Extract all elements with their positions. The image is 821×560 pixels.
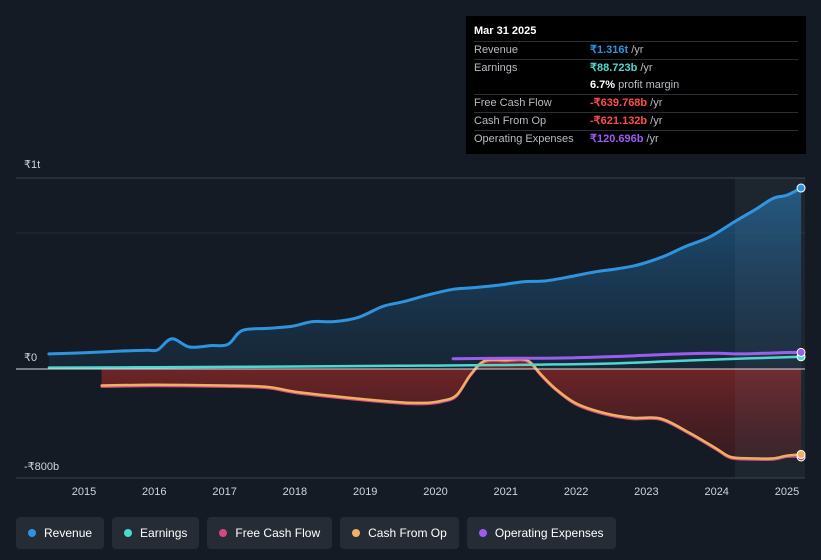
tooltip-row: Cash From Op -₹621.132b/yr bbox=[474, 112, 798, 130]
tooltip-row-label: Operating Expenses bbox=[474, 133, 574, 145]
tooltip-row-unit: /yr bbox=[650, 115, 663, 127]
x-tick-label: 2021 bbox=[494, 486, 518, 498]
chart-area: ₹1t ₹0 -₹800b 2015 2016 2017 2018 2019 2020 2021… bbox=[16, 159, 806, 498]
x-tick-label: 2016 bbox=[142, 486, 166, 498]
legend-item-earnings[interactable]: Earnings bbox=[112, 517, 200, 549]
tooltip-row-unit: /yr bbox=[631, 44, 644, 56]
tooltip-date: Mar 31 2025 bbox=[474, 25, 537, 37]
x-tick-label: 2015 bbox=[72, 486, 96, 498]
x-tick-label: 2025 bbox=[775, 486, 799, 498]
x-tick-label: 2019 bbox=[353, 486, 377, 498]
tooltip-row-label: Revenue bbox=[474, 44, 519, 56]
x-tick-label: 2024 bbox=[704, 486, 728, 498]
legend-dot-icon bbox=[28, 529, 36, 537]
free-cash-flow-area bbox=[101, 360, 802, 461]
tooltip-row: Earnings ₹88.723b/yr bbox=[474, 59, 798, 77]
x-tick-label: 2017 bbox=[212, 486, 236, 498]
operating-expenses-end-marker[interactable] bbox=[796, 347, 806, 357]
legend-item-revenue[interactable]: Revenue bbox=[16, 517, 105, 549]
tooltip-row-unit: /yr bbox=[650, 97, 663, 109]
earnings-line bbox=[47, 355, 803, 369]
legend-dot-icon bbox=[219, 529, 228, 537]
tooltip-row-label: Earnings bbox=[474, 62, 518, 74]
tooltip-row-value: -₹639.768b bbox=[590, 97, 648, 109]
x-tick-label: 2022 bbox=[564, 486, 588, 498]
legend-label: Earnings bbox=[140, 526, 188, 540]
legend-item-free-cash-flow[interactable]: Free Cash Flow bbox=[207, 517, 333, 549]
cash-from-op-end-marker[interactable] bbox=[796, 449, 806, 459]
legend-label: Free Cash Flow bbox=[235, 526, 321, 540]
legend-label: Revenue bbox=[44, 526, 93, 540]
legend-item-operating-expenses[interactable]: Operating Expenses bbox=[466, 517, 616, 549]
tooltip-row-unit: /yr bbox=[640, 62, 653, 74]
revenue-area bbox=[48, 188, 802, 369]
gridlines bbox=[16, 177, 805, 479]
revenue-line bbox=[47, 186, 803, 356]
tooltip-row-unit: profit margin bbox=[618, 79, 680, 91]
tooltip-row-label bbox=[474, 77, 590, 94]
tooltip-row-value: ₹88.723b bbox=[590, 62, 638, 74]
tooltip-row: Free Cash Flow -₹639.768b/yr bbox=[474, 94, 798, 112]
y-tick-label: -₹800b bbox=[24, 461, 59, 473]
tooltip-row-value: 6.7% bbox=[590, 79, 616, 91]
tooltip-panel: Mar 31 2025 Revenue ₹1.316t/yr Earnings ₹88… bbox=[466, 16, 806, 154]
y-tick-label: ₹0 bbox=[24, 352, 37, 364]
y-tick-label: ₹1t bbox=[24, 159, 40, 171]
legend-dot-icon bbox=[352, 529, 361, 537]
legend-label: Cash From Op bbox=[368, 526, 447, 540]
x-tick-label: 2023 bbox=[634, 486, 658, 498]
tooltip-row-label: Free Cash Flow bbox=[474, 97, 552, 109]
tooltip-row-value: -₹621.132b bbox=[590, 115, 648, 127]
future-highlight bbox=[735, 178, 805, 478]
tooltip-row: 6.7% profit margin bbox=[474, 77, 798, 94]
legend-dot-icon bbox=[478, 529, 487, 537]
legend-dot-icon bbox=[124, 529, 133, 537]
tooltip-row-label: Cash From Op bbox=[474, 115, 547, 127]
revenue-end-marker[interactable] bbox=[796, 183, 806, 193]
tooltip-row-value: ₹120.696b bbox=[590, 133, 644, 145]
tooltip-row: Operating Expenses ₹120.696b/yr bbox=[474, 130, 798, 148]
operating-expenses-line bbox=[451, 350, 803, 361]
tooltip-row-unit: /yr bbox=[646, 133, 659, 145]
tooltip-row: Revenue ₹1.316t/yr bbox=[474, 41, 798, 59]
legend-item-cash-from-op[interactable]: Cash From Op bbox=[340, 517, 459, 549]
x-tick-label: 2020 bbox=[423, 486, 447, 498]
legend-label: Operating Expenses bbox=[494, 526, 604, 540]
legend: Revenue Earnings Free Cash Flow Cash From O… bbox=[16, 517, 616, 549]
x-tick-label: 2018 bbox=[283, 486, 307, 498]
tooltip-row-value: ₹1.316t bbox=[590, 44, 629, 56]
